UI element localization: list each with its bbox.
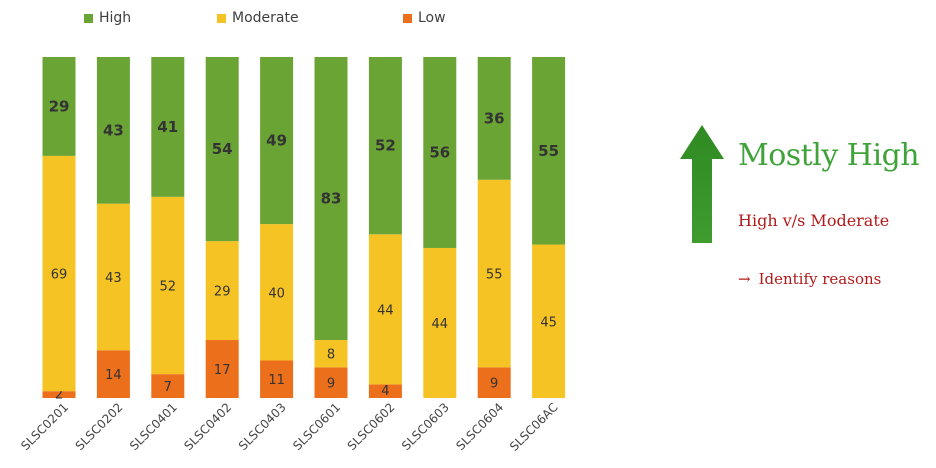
action-text: Identify reasons [758,270,882,288]
bar-high-slsc0601 [314,57,348,341]
bar-moderate-slsc0403 [260,224,294,361]
bar-low-slsc0201 [42,391,76,398]
data-label-high-slsc0403: 49 [266,132,287,150]
legend-item-low: Low [403,10,446,26]
x-tick-label-slsc0402: SLSC0402 [181,400,234,453]
legend-label-high: High [99,10,132,26]
data-label-moderate-slsc0202: 43 [105,271,122,286]
data-label-low-slsc0401: 7 [164,380,172,395]
x-tick-label-slsc0201: SLSC0201 [18,400,71,453]
legend-swatch-low [403,13,412,23]
data-label-high-slsc0202: 43 [103,121,124,139]
data-label-low-slsc0601: 9 [327,377,335,392]
bar-low-slsc0402 [205,340,239,398]
bar-low-slsc0602 [368,384,402,398]
data-label-moderate-slsc0201: 69 [51,268,68,283]
data-label-low-slsc0402: 17 [214,363,231,378]
x-tick-label-slsc0603: SLSC0603 [399,400,452,453]
x-tick-label-slsc0604: SLSC0604 [453,400,506,453]
bar-moderate-slsc0603 [423,247,457,398]
bar-moderate-slsc0601 [314,340,348,368]
bar-low-slsc0401 [151,374,185,398]
data-label-low-slsc0604: 9 [490,377,498,392]
up-arrow-icon [680,125,724,243]
bar-low-slsc0601 [314,367,348,398]
data-label-moderate-slsc0602: 44 [377,303,394,318]
legend-item-moderate: Moderate [217,10,403,26]
data-label-moderate-slsc06ac: 45 [540,315,557,330]
bar-high-slsc0603 [423,57,457,248]
bar-high-slsc06ac [532,57,566,245]
bar-high-slsc0403 [260,57,294,225]
data-label-low-slsc0602: 4 [381,384,389,399]
data-label-low-slsc0202: 14 [105,368,122,383]
bar-moderate-slsc0604 [477,179,511,368]
bar-moderate-slsc0201 [42,155,76,392]
data-label-moderate-slsc0401: 52 [160,279,177,294]
data-label-low-slsc0403: 11 [268,373,285,388]
bar-high-slsc0604 [477,57,511,180]
data-label-moderate-slsc0603: 44 [432,317,449,332]
legend-label-low: Low [418,10,446,26]
bar-moderate-slsc0602 [368,234,402,385]
x-tick-label-slsc0401: SLSC0401 [127,400,180,453]
comparison-text: High v/s Moderate [738,211,890,230]
bar-high-slsc0202 [96,57,130,204]
bar-low-slsc0604 [477,367,511,398]
data-label-high-slsc0602: 52 [375,137,396,155]
data-label-high-slsc0402: 54 [212,140,233,158]
data-label-high-slsc0401: 41 [157,118,178,136]
legend-label-moderate: Moderate [232,10,299,26]
x-tick-label-slsc0403: SLSC0403 [236,400,289,453]
data-label-high-slsc0601: 83 [321,190,342,208]
data-label-moderate-slsc0402: 29 [214,285,231,300]
bar-low-slsc0202 [96,350,130,398]
action-line: → Identify reasons [738,270,881,288]
data-label-moderate-slsc0601: 8 [327,348,335,363]
x-tick-label-slsc0602: SLSC0602 [345,400,398,453]
bar-high-slsc0201 [42,57,76,156]
data-label-moderate-slsc0403: 40 [268,286,285,301]
data-label-high-slsc0201: 29 [49,97,70,115]
data-label-low-slsc0201: 2 [55,388,63,403]
x-tick-label-slsc06ac: SLSC06AC [507,400,561,454]
bar-low-slsc0403 [260,360,294,398]
insight-panel: Mostly High High v/s Moderate → Identify … [680,125,936,305]
bar-moderate-slsc0202 [96,203,130,351]
data-label-moderate-slsc0604: 55 [486,268,503,283]
bar-high-slsc0401 [151,57,185,197]
bar-high-slsc0402 [205,57,239,242]
x-tick-label-slsc0601: SLSC0601 [290,400,343,453]
data-label-high-slsc0603: 56 [429,143,450,161]
bar-moderate-slsc0402 [205,241,239,341]
right-arrow-icon: → [738,270,751,288]
legend-item-high: High [84,10,217,26]
legend-swatch-moderate [217,13,226,23]
chart-legend: High Moderate Low [84,10,446,26]
bar-moderate-slsc0401 [151,196,185,375]
x-tick-label-slsc0202: SLSC0202 [73,400,126,453]
headline-text: Mostly High [738,138,920,173]
bar-moderate-slsc06ac [532,244,566,398]
data-label-high-slsc0604: 36 [484,109,505,127]
data-label-high-slsc06ac: 55 [538,142,559,160]
legend-swatch-high [84,13,93,23]
bar-high-slsc0602 [368,57,402,235]
